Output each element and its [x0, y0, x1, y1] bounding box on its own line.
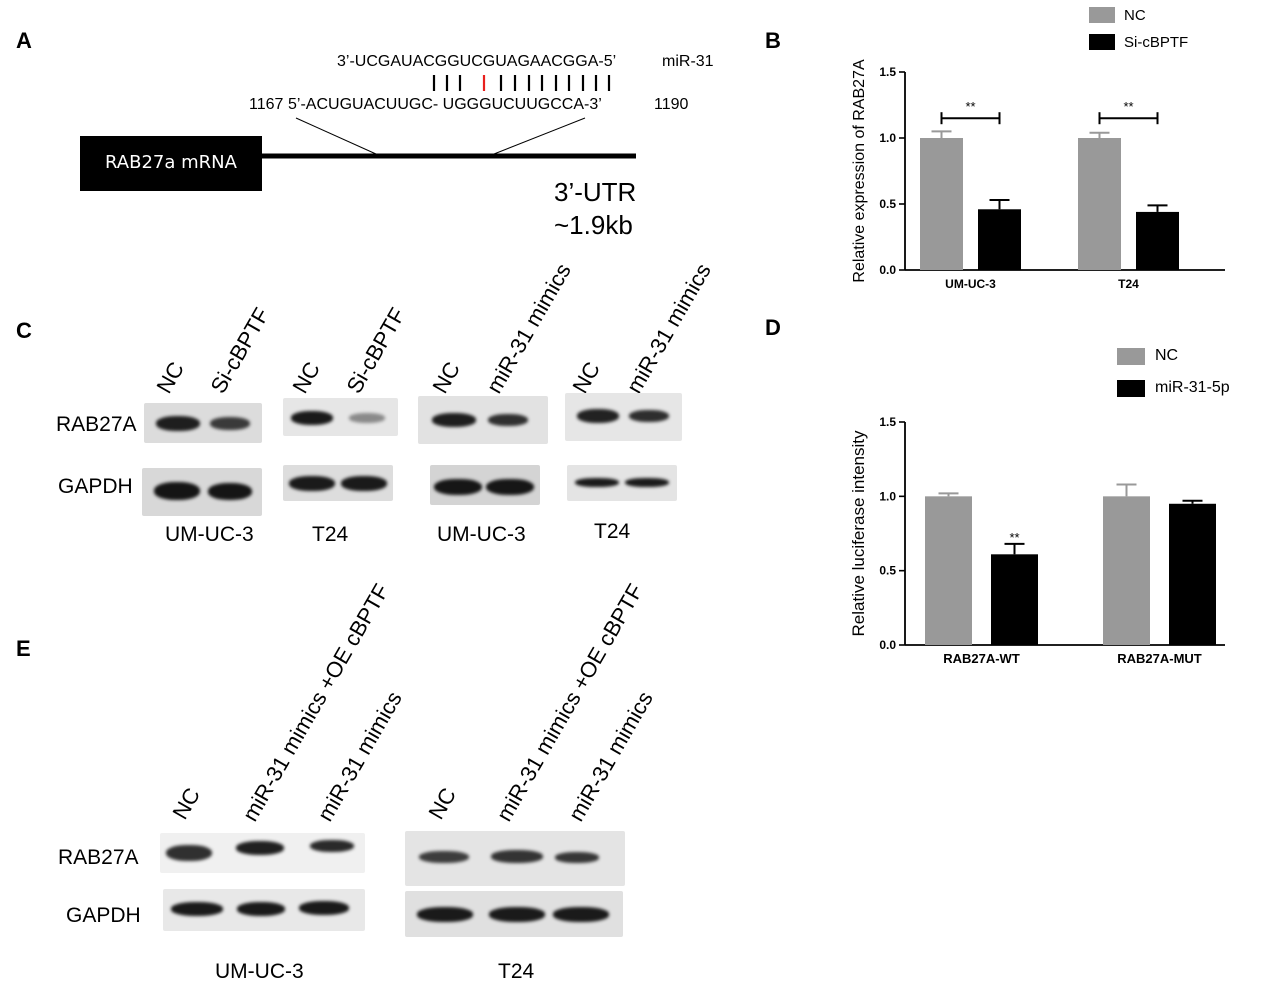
x-category-label: RAB27A-MUT — [1117, 651, 1202, 666]
bar-nc — [920, 138, 963, 270]
y-tick-label: 0.5 — [879, 564, 896, 578]
bar-si-cbptf — [1136, 211, 1179, 270]
blot-gapdh-t24-si — [283, 465, 393, 501]
row-label-rab27a: RAB27A — [58, 846, 139, 869]
panel-label-d: D — [765, 315, 781, 340]
y-tick-label: 1.5 — [879, 65, 896, 79]
legend-label-nc: NC — [1124, 7, 1146, 24]
utr-schematic — [260, 117, 636, 159]
y-tick-label: 0.5 — [879, 197, 896, 211]
bar-mir-31-5p — [991, 554, 1038, 645]
legend-swatch-mir31 — [1117, 380, 1145, 397]
blot-gapdh-umuc3-mimics — [430, 465, 540, 505]
blot-gapdh-umuc3-oe — [163, 889, 365, 931]
cell-line-label: T24 — [312, 523, 349, 546]
legend-swatch-nc — [1117, 348, 1145, 365]
blot-rab27a-t24-si — [283, 398, 398, 436]
utr-length: ~1.9kb — [554, 210, 633, 240]
cell-line-label: T24 — [498, 960, 535, 983]
row-label-gapdh: GAPDH — [58, 475, 133, 498]
bar-nc — [1078, 138, 1121, 270]
legend-label-si-cbptf: Si-cBPTF — [1124, 34, 1189, 51]
bar-mir-31-5p — [1169, 503, 1216, 645]
y-tick-label: 1.0 — [879, 131, 896, 145]
chart-d-luciferase: 0.0 0.5 1.0 1.5 Relative luciferase intensit… — [849, 415, 1225, 666]
blot-rab27a-t24-oe — [405, 831, 625, 886]
y-tick-label: 1.0 — [879, 489, 896, 503]
legend-swatch-nc — [1089, 7, 1115, 23]
cell-line-label: UM-UC-3 — [165, 523, 254, 546]
lane-label: miR-31 mimics — [621, 259, 716, 398]
rab27a-mrna-box: RAB27a mRNA — [80, 136, 262, 191]
y-tick-label: 1.5 — [879, 415, 896, 429]
blot-rab27a-t24-mimics — [565, 393, 682, 441]
legend-label-nc: NC — [1155, 347, 1179, 364]
significance-label: ** — [1009, 530, 1019, 545]
legend-swatch-si-cbptf — [1089, 34, 1115, 50]
lane-label: miR-31 mimics +OE cBPTF — [237, 579, 394, 826]
blot-rab27a-umuc3-si — [144, 403, 262, 443]
blot-rab27a-umuc3-oe — [160, 833, 365, 873]
x-category-label: UM-UC-3 — [945, 277, 996, 291]
panel-label-b: B — [765, 28, 781, 53]
utr-label: 3’-UTR — [554, 177, 637, 207]
mrna-sequence: 5’-ACUGUACUUGC- UGGGUCUUGCCA-3’ — [288, 96, 602, 113]
mirna-name: miR-31 — [662, 53, 714, 70]
connector-left — [295, 117, 377, 155]
mrna-end-position: 1190 — [654, 96, 689, 113]
y-tick-label: 0.0 — [879, 263, 896, 277]
significance-label: ** — [965, 99, 975, 114]
panel-label-a: A — [16, 28, 32, 53]
bar-nc — [1103, 496, 1150, 645]
mirna-sequence: 3’-UCGAUACGGUCGUAGAACGGA-5’ — [337, 53, 617, 70]
lane-label: NC — [427, 357, 466, 398]
blot-gapdh-t24-mimics — [567, 465, 677, 501]
lane-label: NC — [567, 357, 606, 398]
lane-label: NC — [151, 357, 190, 398]
lane-label: NC — [167, 783, 206, 824]
y-axis-label: Relative expression of RAB27A — [851, 59, 868, 283]
legend-label-mir31: miR-31-5p — [1155, 379, 1230, 396]
row-label-gapdh: GAPDH — [66, 904, 141, 927]
significance-label: ** — [1123, 99, 1133, 114]
panel-label-e: E — [16, 636, 31, 661]
blot-gapdh-t24-oe — [405, 891, 623, 937]
mrna-start-position: 1167 — [249, 96, 284, 113]
bar-nc — [925, 496, 972, 645]
blot-gapdh-umuc3-si — [142, 468, 262, 516]
cell-line-label: UM-UC-3 — [215, 960, 304, 983]
panel-label-c: C — [16, 318, 32, 343]
lane-label: Si-cBPTF — [341, 303, 411, 398]
row-label-rab27a: RAB27A — [56, 413, 137, 436]
y-tick-label: 0.0 — [879, 638, 896, 652]
base-pairing-ticks — [432, 75, 611, 91]
chart-b-rab27a-expression: 0.0 0.5 1.0 1.5 Relative expression of RAB27… — [851, 59, 1225, 291]
cell-line-label: T24 — [594, 520, 631, 543]
cell-line-label: UM-UC-3 — [437, 523, 526, 546]
connector-right — [493, 117, 586, 155]
lane-label: Si-cBPTF — [205, 303, 275, 398]
lane-label: miR-31 mimics — [481, 259, 576, 398]
x-category-label: T24 — [1118, 277, 1139, 291]
bar-si-cbptf — [978, 209, 1021, 270]
blot-rab27a-umuc3-mimics — [418, 396, 548, 444]
lane-label: miR-31 mimics +OE cBPTF — [491, 579, 648, 826]
lane-label: NC — [423, 783, 462, 824]
y-axis-label: Relative luciferase intensity — [849, 430, 868, 636]
x-category-label: RAB27A-WT — [943, 651, 1020, 666]
rab27a-mrna-label: RAB27a mRNA — [105, 152, 237, 173]
lane-label: NC — [287, 357, 326, 398]
